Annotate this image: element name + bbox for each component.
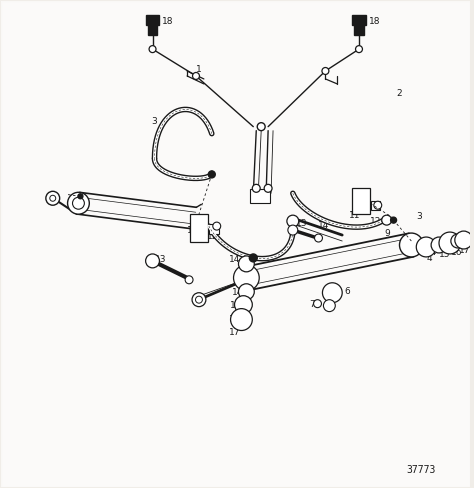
Circle shape bbox=[146, 254, 159, 268]
Circle shape bbox=[288, 225, 298, 235]
Circle shape bbox=[356, 46, 363, 53]
Circle shape bbox=[257, 122, 265, 131]
Circle shape bbox=[416, 237, 436, 257]
Text: 14: 14 bbox=[232, 288, 243, 297]
Circle shape bbox=[195, 296, 202, 303]
Circle shape bbox=[322, 67, 329, 75]
Circle shape bbox=[149, 46, 156, 53]
Bar bbox=[352, 15, 366, 25]
Circle shape bbox=[68, 192, 89, 214]
FancyBboxPatch shape bbox=[209, 224, 219, 234]
Text: 13: 13 bbox=[296, 219, 307, 227]
Circle shape bbox=[374, 201, 382, 209]
Text: 2: 2 bbox=[397, 89, 402, 99]
Text: 14: 14 bbox=[426, 248, 438, 257]
Circle shape bbox=[455, 231, 473, 249]
Text: 4: 4 bbox=[426, 254, 432, 264]
Circle shape bbox=[46, 191, 60, 205]
Text: 14: 14 bbox=[228, 255, 240, 264]
Text: 18: 18 bbox=[163, 17, 174, 26]
Text: 10: 10 bbox=[244, 258, 255, 267]
Circle shape bbox=[234, 265, 259, 291]
Text: 18: 18 bbox=[369, 17, 380, 26]
Text: 16: 16 bbox=[451, 248, 462, 258]
Text: 11: 11 bbox=[187, 225, 199, 235]
Circle shape bbox=[192, 293, 206, 306]
Circle shape bbox=[249, 254, 257, 262]
Circle shape bbox=[213, 222, 221, 230]
Circle shape bbox=[238, 270, 254, 286]
Text: 3: 3 bbox=[152, 117, 157, 126]
Bar bbox=[146, 15, 159, 25]
Circle shape bbox=[209, 171, 215, 178]
Circle shape bbox=[382, 215, 392, 225]
Text: 12: 12 bbox=[207, 231, 218, 241]
Circle shape bbox=[314, 300, 321, 307]
Circle shape bbox=[391, 217, 397, 223]
FancyBboxPatch shape bbox=[352, 188, 370, 214]
Text: 1: 1 bbox=[196, 64, 202, 74]
Text: 37773: 37773 bbox=[407, 465, 436, 475]
Circle shape bbox=[238, 256, 254, 272]
Text: 7: 7 bbox=[310, 300, 315, 309]
Text: 8: 8 bbox=[324, 302, 330, 311]
Text: 3: 3 bbox=[416, 212, 422, 221]
Circle shape bbox=[235, 296, 252, 314]
Circle shape bbox=[431, 237, 447, 253]
Circle shape bbox=[78, 194, 83, 199]
Text: 5: 5 bbox=[69, 199, 74, 208]
Circle shape bbox=[322, 283, 342, 303]
Circle shape bbox=[287, 215, 299, 227]
Text: 15: 15 bbox=[229, 301, 241, 310]
Text: 14: 14 bbox=[318, 221, 329, 230]
Bar bbox=[354, 23, 364, 35]
FancyBboxPatch shape bbox=[190, 214, 208, 242]
Circle shape bbox=[451, 234, 465, 248]
Circle shape bbox=[230, 308, 252, 330]
Text: 15: 15 bbox=[439, 250, 450, 260]
Circle shape bbox=[264, 184, 272, 192]
Circle shape bbox=[323, 300, 335, 312]
Circle shape bbox=[73, 197, 84, 209]
Text: 17: 17 bbox=[459, 246, 470, 255]
Text: 12: 12 bbox=[370, 217, 381, 225]
Circle shape bbox=[50, 195, 56, 201]
Circle shape bbox=[192, 73, 200, 80]
Text: 11: 11 bbox=[349, 211, 361, 220]
Circle shape bbox=[439, 232, 461, 254]
Text: 16: 16 bbox=[228, 315, 240, 324]
Circle shape bbox=[400, 233, 423, 257]
Circle shape bbox=[185, 276, 193, 284]
Circle shape bbox=[238, 284, 254, 300]
FancyBboxPatch shape bbox=[371, 201, 380, 210]
FancyBboxPatch shape bbox=[250, 189, 270, 203]
Bar bbox=[147, 23, 157, 35]
Circle shape bbox=[252, 184, 260, 192]
Text: 6: 6 bbox=[344, 287, 350, 296]
Circle shape bbox=[315, 234, 322, 242]
Text: 17: 17 bbox=[228, 328, 240, 337]
Text: 13: 13 bbox=[155, 255, 166, 264]
Text: 9: 9 bbox=[385, 228, 391, 238]
